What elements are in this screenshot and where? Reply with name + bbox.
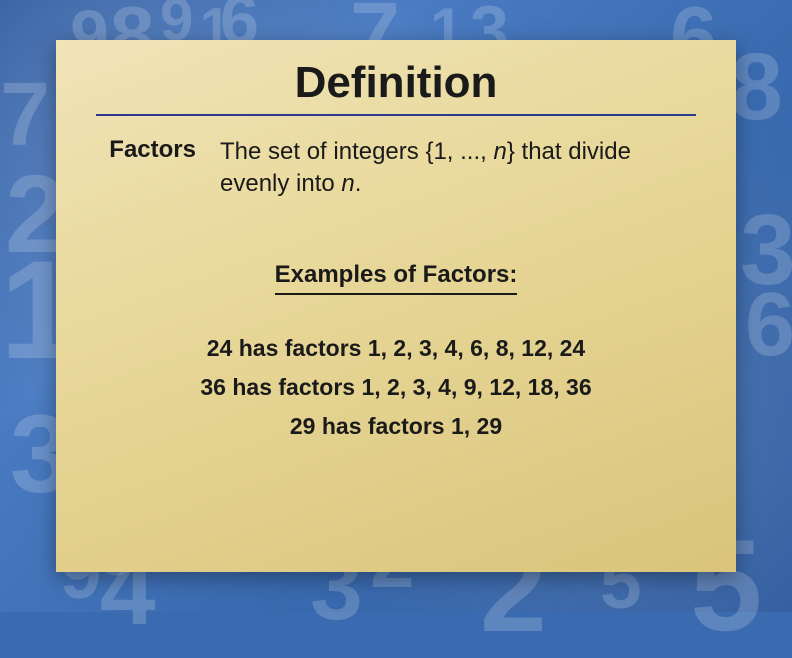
definition-row: Factors The set of integers {1, ..., n} …: [96, 136, 696, 201]
definition-text: The set of integers {1, ..., n} that div…: [220, 136, 640, 201]
bg-number: 7: [0, 70, 50, 160]
title-underline: [96, 114, 696, 116]
examples-block: Examples of Factors: 24 has factors 1, 2…: [96, 261, 696, 440]
desc-post: .: [355, 170, 362, 197]
desc-pre: The set of integers {1, ...,: [220, 138, 493, 165]
bg-number: 8: [730, 40, 783, 135]
example-line: 29 has factors 1, 29: [96, 413, 696, 440]
desc-n2: n: [341, 170, 354, 197]
card-title: Definition: [96, 58, 696, 108]
term-label: Factors: [96, 136, 196, 201]
definition-card: Definition Factors The set of integers {…: [56, 40, 736, 572]
examples-list: 24 has factors 1, 2, 3, 4, 6, 8, 12, 24 …: [96, 335, 696, 440]
bg-number: 6: [745, 280, 792, 370]
example-line: 24 has factors 1, 2, 3, 4, 6, 8, 12, 24: [96, 335, 696, 362]
example-line: 36 has factors 1, 2, 3, 4, 9, 12, 18, 36: [96, 374, 696, 401]
desc-n1: n: [493, 138, 506, 165]
examples-heading: Examples of Factors:: [275, 261, 518, 295]
